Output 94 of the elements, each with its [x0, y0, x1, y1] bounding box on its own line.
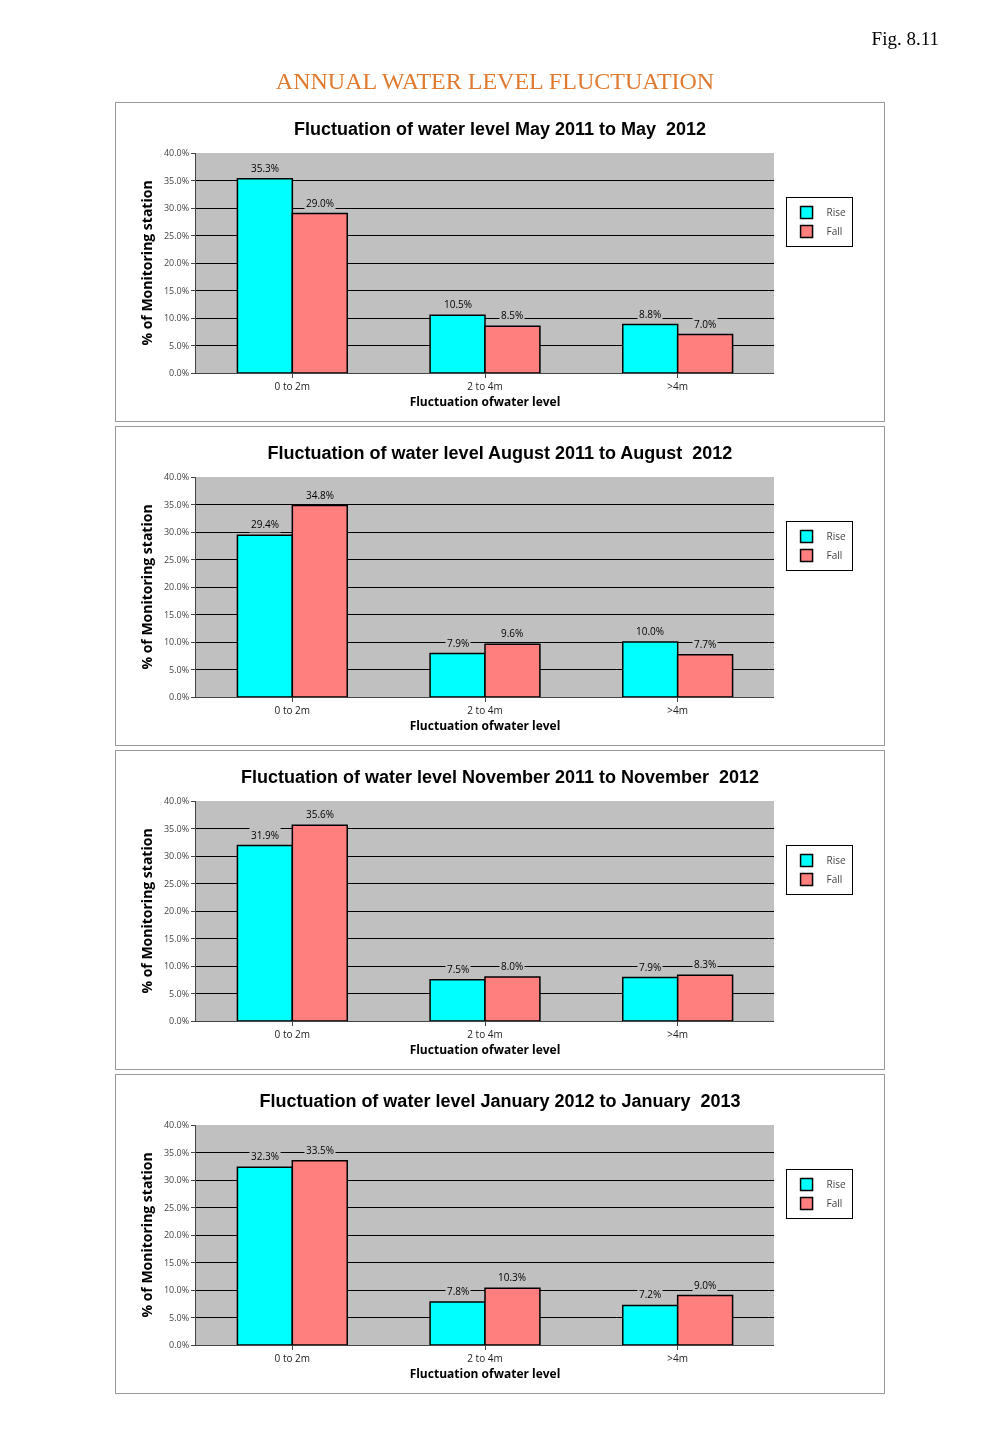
data-label: 8.3%	[694, 957, 717, 971]
data-label: 7.9%	[639, 960, 662, 974]
x-tick-label: >4m	[667, 1351, 689, 1365]
x-tick-label: 2 to 4m	[467, 379, 503, 393]
legend-label: Rise	[826, 529, 847, 544]
chart-title: Fluctuation of water level January 2012 to January 2013	[259, 1090, 741, 1111]
data-label: 7.2%	[639, 1287, 662, 1301]
data-label: 33.5%	[306, 1143, 335, 1157]
y-tick-label: 35.0%	[163, 1145, 190, 1159]
x-tick-label: 2 to 4m	[467, 703, 503, 717]
y-tick-label: 5.0%	[169, 338, 190, 352]
data-label: 10.5%	[444, 297, 473, 311]
x-tick-label: 0 to 2m	[274, 1027, 311, 1041]
x-axis-title: Fluctuation ofwater level	[409, 717, 561, 734]
y-tick-label: 0.0%	[169, 1338, 190, 1352]
legend-label: Fall	[826, 1196, 843, 1211]
x-tick-label: 0 to 2m	[274, 703, 311, 717]
data-label: 7.0%	[694, 317, 717, 331]
caption: Fig. 8.11	[871, 28, 939, 50]
data-label: 8.8%	[639, 307, 662, 321]
y-tick-label: 10.0%	[163, 959, 190, 973]
y-tick-label: 35.0%	[163, 821, 190, 835]
y-tick-label: 30.0%	[163, 525, 190, 539]
data-label: 31.9%	[251, 828, 280, 842]
data-label: 10.0%	[636, 624, 665, 638]
x-axis-title: Fluctuation ofwater level	[409, 393, 561, 410]
y-tick-label: 15.0%	[163, 931, 190, 945]
y-axis-title: % of Monitoring station	[136, 504, 156, 670]
y-tick-label: 5.0%	[169, 662, 190, 676]
x-tick-label: >4m	[667, 1027, 689, 1041]
y-tick-label: 0.0%	[169, 366, 190, 380]
y-tick-label: 30.0%	[163, 1173, 190, 1187]
data-label: 35.3%	[251, 161, 280, 175]
y-tick-label: 40.0%	[163, 470, 190, 484]
y-tick-label: 25.0%	[163, 552, 190, 566]
y-tick-label: 10.0%	[163, 311, 190, 325]
legend-label: Rise	[826, 1177, 847, 1192]
data-label: 32.3%	[251, 1149, 280, 1163]
x-tick-label: 0 to 2m	[274, 379, 311, 393]
x-tick-label: >4m	[667, 703, 689, 717]
legend-label: Fall	[826, 224, 843, 239]
chart-title: Fluctuation of water level November 2011 to November 2012	[240, 766, 760, 787]
y-tick-label: 20.0%	[163, 580, 190, 594]
data-label: 35.6%	[306, 807, 335, 821]
y-tick-label: 30.0%	[163, 849, 190, 863]
y-tick-label: 5.0%	[169, 1310, 190, 1324]
x-tick-label: >4m	[667, 379, 689, 393]
chart-title: Fluctuation of water level May 2011 to May 2012	[293, 118, 707, 139]
y-tick-label: 10.0%	[163, 635, 190, 649]
data-label: 7.7%	[694, 637, 717, 651]
x-tick-label: 2 to 4m	[467, 1351, 503, 1365]
y-tick-label: 10.0%	[163, 1283, 190, 1297]
y-tick-label: 15.0%	[163, 283, 190, 297]
y-axis-title: % of Monitoring station	[136, 180, 156, 346]
y-tick-label: 35.0%	[163, 497, 190, 511]
x-axis-title: Fluctuation ofwater level	[409, 1041, 561, 1058]
chart-title: Fluctuation of water level August 2011 to August 2012	[267, 442, 733, 463]
y-axis-title: % of Monitoring station	[136, 1152, 156, 1318]
legend-label: Rise	[826, 853, 847, 868]
y-tick-label: 40.0%	[163, 794, 190, 808]
y-tick-label: 15.0%	[163, 1255, 190, 1269]
y-tick-label: 35.0%	[163, 173, 190, 187]
y-tick-label: 25.0%	[163, 876, 190, 890]
y-tick-label: 25.0%	[163, 1200, 190, 1214]
x-tick-label: 0 to 2m	[274, 1351, 311, 1365]
x-axis-title: Fluctuation ofwater level	[409, 1365, 561, 1382]
data-label: 29.4%	[251, 517, 280, 531]
y-tick-label: 20.0%	[163, 256, 190, 270]
y-tick-label: 15.0%	[163, 607, 190, 621]
y-axis-title: % of Monitoring station	[136, 828, 156, 994]
y-tick-label: 20.0%	[163, 1228, 190, 1242]
x-tick-label: 2 to 4m	[467, 1027, 503, 1041]
y-tick-label: 0.0%	[169, 690, 190, 704]
legend-label: Rise	[826, 205, 847, 220]
data-label: 8.0%	[501, 959, 524, 973]
y-tick-label: 5.0%	[169, 986, 190, 1000]
data-label: 29.0%	[306, 196, 335, 210]
y-tick-label: 20.0%	[163, 904, 190, 918]
data-label: 7.8%	[447, 1284, 470, 1298]
y-tick-label: 40.0%	[163, 1118, 190, 1132]
data-label: 8.5%	[501, 308, 524, 322]
legend-label: Fall	[826, 548, 843, 563]
legend-label: Fall	[826, 872, 843, 887]
y-tick-label: 0.0%	[169, 1014, 190, 1028]
data-label: 7.5%	[447, 962, 470, 976]
data-label: 9.6%	[501, 626, 524, 640]
data-label: 10.3%	[498, 1270, 527, 1284]
text: ANNUAL WATER LEVEL FLUCTUATION	[275, 68, 715, 94]
data-label: 9.0%	[694, 1278, 717, 1292]
y-tick-label: 25.0%	[163, 228, 190, 242]
y-tick-label: 30.0%	[163, 201, 190, 215]
y-tick-label: 40.0%	[163, 146, 190, 160]
data-label: 34.8%	[306, 488, 335, 502]
data-label: 7.9%	[447, 636, 470, 650]
